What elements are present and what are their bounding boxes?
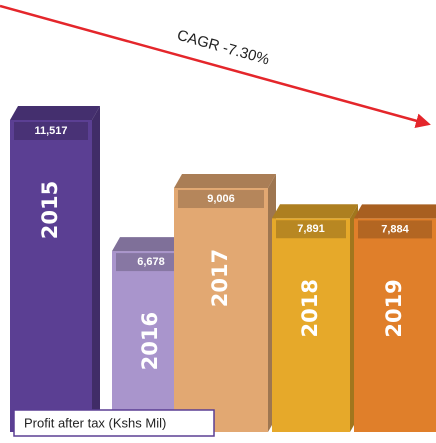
bar <box>174 188 268 432</box>
bar-top <box>272 204 358 219</box>
value-label-box <box>178 190 264 209</box>
value-label-box <box>116 253 186 272</box>
value-label: 7,891 <box>297 223 325 235</box>
cagr-annotation: CAGR -7.30% <box>175 27 271 69</box>
value-label-box <box>14 122 88 140</box>
category-label: 2016 <box>138 312 162 370</box>
caption-box <box>13 409 215 437</box>
bar <box>10 120 92 432</box>
bar <box>354 218 436 432</box>
category-label: 2017 <box>208 249 232 307</box>
bar-top <box>354 204 436 219</box>
bar-top <box>10 106 100 120</box>
bar <box>272 218 350 432</box>
value-label: 11,517 <box>34 125 67 137</box>
value-label: 9,006 <box>207 193 235 205</box>
trend-arrow <box>0 4 431 129</box>
category-label: 2015 <box>38 181 62 239</box>
category-label: 2019 <box>382 279 406 337</box>
bar-side <box>92 106 100 432</box>
value-label-box <box>276 220 346 239</box>
bar-top <box>174 174 276 189</box>
caption: Profit after tax (Kshs Mil) <box>24 415 166 430</box>
value-label: 7,884 <box>381 223 409 235</box>
category-label: 2018 <box>298 279 322 337</box>
value-label-box <box>358 220 432 239</box>
bars: 11,517 2015 6,678 2016 9,006 2017 7,891 2018 7,8… <box>10 106 436 432</box>
value-label: 6,678 <box>137 256 165 268</box>
